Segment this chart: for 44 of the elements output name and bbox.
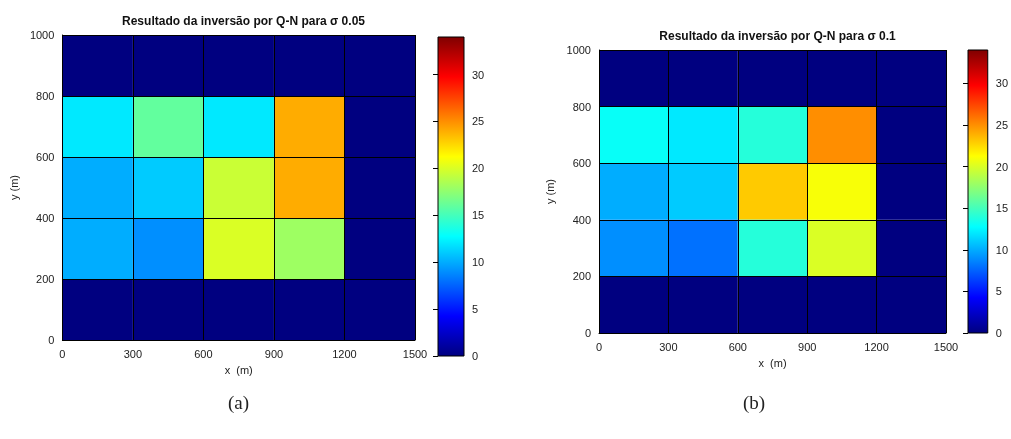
y-tick-label: 200 (572, 270, 591, 283)
x-tick-label: 600 (728, 340, 747, 353)
color-bar-label: 0 (995, 327, 1002, 339)
x-tick-label: 0 (59, 347, 66, 360)
chart-title: Resultado da inversão por Q-N para σ 0.05 (122, 14, 366, 28)
x-tick-label: 1200 (864, 340, 889, 353)
x-axis-title: x (m) (224, 363, 253, 376)
color-bar-label: 5 (472, 303, 479, 316)
chart-title: Resultado da inversão por Q-N para σ 0.1 (659, 29, 896, 43)
y-tick-label: 600 (36, 151, 55, 163)
text: (a) (228, 392, 250, 414)
x-tick-label: 1500 (933, 340, 959, 353)
y-tick-label: 800 (572, 100, 591, 113)
y-tick-label: 600 (572, 157, 591, 170)
y-tick-label: 200 (36, 273, 55, 285)
x-tick-label: 300 (123, 347, 143, 360)
color-bar-label: 15 (472, 209, 485, 222)
color-bar-label: 25 (995, 118, 1009, 131)
x-tick-label: 1200 (332, 347, 357, 360)
y-tick-label: 1000 (566, 44, 591, 56)
x-axis-title: x (m) (758, 356, 787, 369)
color-bar-label: 10 (995, 243, 1009, 256)
y-axis-title: y (m) (544, 178, 557, 205)
color-bar-label: 25 (472, 115, 485, 128)
text: (b) (743, 392, 766, 414)
x-tick-label: 1500 (402, 347, 428, 360)
x-tick-label: 300 (659, 340, 678, 353)
color-bar-label: 30 (472, 68, 485, 81)
y-tick-label: 400 (572, 213, 591, 226)
color-bar-label: 10 (472, 256, 485, 269)
color-bar-label: 30 (995, 77, 1009, 90)
y-tick-label: 400 (36, 212, 55, 224)
x-tick-label: 900 (798, 340, 817, 353)
x-tick-label: 900 (264, 347, 284, 360)
y-axis-title: y (m) (7, 174, 20, 201)
color-bar-label: 5 (995, 285, 1002, 298)
color-bar-label: 20 (995, 160, 1009, 173)
color-bar-label: 15 (995, 202, 1009, 215)
y-tick-label: 0 (584, 327, 591, 339)
y-tick-label: 800 (36, 90, 55, 102)
x-tick-label: 0 (595, 340, 603, 353)
color-bar-label: 20 (472, 162, 485, 175)
x-tick-label: 600 (194, 347, 213, 360)
y-tick-label: 1000 (29, 29, 55, 41)
